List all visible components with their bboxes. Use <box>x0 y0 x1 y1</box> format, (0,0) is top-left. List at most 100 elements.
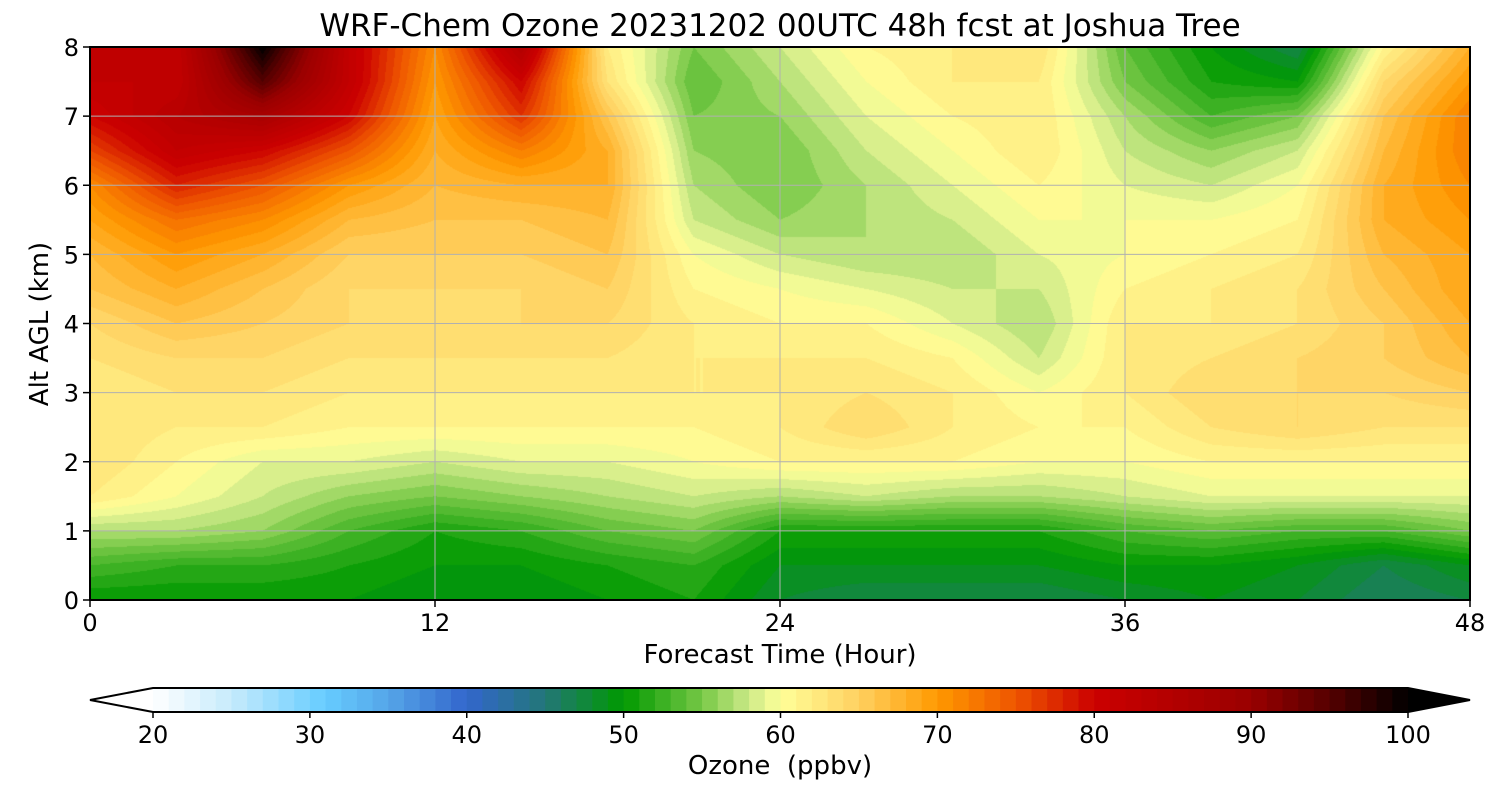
colorbar-segment <box>513 688 531 712</box>
colorbar-segment <box>1062 688 1080 712</box>
colorbar-segment <box>1015 688 1033 712</box>
colorbar-segment <box>294 688 311 712</box>
colorbar-segment <box>278 688 295 712</box>
colorbar-segment <box>372 688 389 712</box>
colorbar-segment <box>1235 688 1252 712</box>
chart-title: WRF-Chem Ozone 20231202 00UTC 48h fcst a… <box>319 8 1241 44</box>
colorbar-segment <box>341 688 358 712</box>
colorbar-segment <box>1109 688 1127 712</box>
colorbar-tick-label: 60 <box>765 721 796 749</box>
x-tick-label: 0 <box>82 609 97 637</box>
y-tick-label: 4 <box>64 311 79 339</box>
colorbar-segment <box>1094 688 1111 712</box>
colorbar-segment <box>858 688 876 712</box>
colorbar-segment <box>309 688 327 712</box>
colorbar-segment <box>827 688 844 712</box>
colorbar-segment <box>1157 688 1174 712</box>
colorbar-segment <box>592 688 609 712</box>
colorbar-segment <box>921 688 938 712</box>
colorbar-segment <box>749 688 766 712</box>
colorbar-segment <box>1282 688 1299 712</box>
colorbar-segment <box>1298 688 1315 712</box>
colorbar-segment <box>356 688 374 712</box>
colorbar-segment <box>1392 688 1409 712</box>
colorbar-segment <box>1141 688 1158 712</box>
colorbar-segment <box>1078 688 1095 712</box>
colorbar-segment <box>984 688 1001 712</box>
y-axis-label: Alt AGL (km) <box>25 241 55 407</box>
colorbar-segment <box>937 688 954 712</box>
colorbar-tick-label: 70 <box>922 721 953 749</box>
colorbar-segment <box>545 688 562 712</box>
colorbar-tick-label: 100 <box>1385 721 1431 749</box>
colorbar-segment <box>764 688 782 712</box>
y-tick-label: 7 <box>64 103 79 131</box>
colorbar-segment <box>796 688 813 712</box>
colorbar-segment <box>1219 688 1237 712</box>
colorbar-segment <box>686 688 703 712</box>
x-tick-label: 48 <box>1455 609 1486 637</box>
colorbar-tick-label: 20 <box>138 721 169 749</box>
colorbar-segment <box>890 688 907 712</box>
y-tick-label: 1 <box>64 518 79 546</box>
x-axis-label: Forecast Time (Hour) <box>643 640 917 670</box>
colorbar-segment <box>1204 688 1221 712</box>
colorbar-extend-min <box>90 688 153 712</box>
colorbar-tick-label: 40 <box>451 721 482 749</box>
colorbar-segment <box>231 688 248 712</box>
colorbar-segment <box>184 688 201 712</box>
colorbar-segment <box>1047 688 1064 712</box>
colorbar-segment <box>262 688 280 712</box>
colorbar-segment <box>1345 688 1362 712</box>
colorbar-segment <box>451 688 468 712</box>
colorbar-segment <box>655 688 672 712</box>
colorbar-segment <box>623 688 640 712</box>
colorbar-tick-label: 80 <box>1079 721 1110 749</box>
colorbar-segment <box>1376 688 1393 712</box>
colorbar-tick-label: 90 <box>1236 721 1267 749</box>
colorbar-segment <box>639 688 656 712</box>
y-tick-label: 2 <box>64 449 79 477</box>
colorbar-segment <box>843 688 860 712</box>
colorbar-segment <box>1031 688 1048 712</box>
colorbar-segment <box>153 688 170 712</box>
colorbar-label: Ozone (ppbv) <box>687 751 873 781</box>
colorbar-segment <box>435 688 452 712</box>
y-tick-label: 5 <box>64 241 79 269</box>
colorbar-segment <box>215 688 233 712</box>
colorbar-segment <box>733 688 750 712</box>
colorbar-segment <box>419 688 436 712</box>
y-tick-label: 3 <box>64 380 79 408</box>
colorbar-segment <box>247 688 264 712</box>
colorbar-segment <box>325 688 342 712</box>
colorbar-segment <box>968 688 986 712</box>
colorbar-segment <box>168 688 185 712</box>
colorbar-segment <box>482 688 499 712</box>
colorbar-segment <box>702 688 719 712</box>
colorbar-extend-max <box>1408 688 1470 712</box>
colorbar-segment <box>1172 688 1189 712</box>
colorbar-segment <box>906 688 923 712</box>
colorbar-segment <box>780 688 797 712</box>
colorbar-segment <box>560 688 578 712</box>
y-tick-label: 6 <box>64 172 79 200</box>
x-tick-label: 12 <box>420 609 451 637</box>
y-tick-label: 0 <box>64 587 79 615</box>
colorbar-segment <box>1000 688 1017 712</box>
colorbar-segment <box>576 688 593 712</box>
x-tick-label: 36 <box>1110 609 1141 637</box>
colorbar-segment <box>1329 688 1346 712</box>
colorbar-segment <box>717 688 735 712</box>
colorbar-segment <box>670 688 687 712</box>
colorbar-segment <box>466 688 484 712</box>
colorbar-segment <box>1125 688 1142 712</box>
colorbar-segment <box>498 688 515 712</box>
colorbar-segment <box>388 688 405 712</box>
colorbar-segment <box>1360 688 1378 712</box>
colorbar-segment <box>404 688 421 712</box>
plot-frame <box>89 46 1471 601</box>
colorbar-segment <box>953 688 970 712</box>
colorbar-segment <box>1188 688 1205 712</box>
colorbar-segment <box>1313 688 1331 712</box>
